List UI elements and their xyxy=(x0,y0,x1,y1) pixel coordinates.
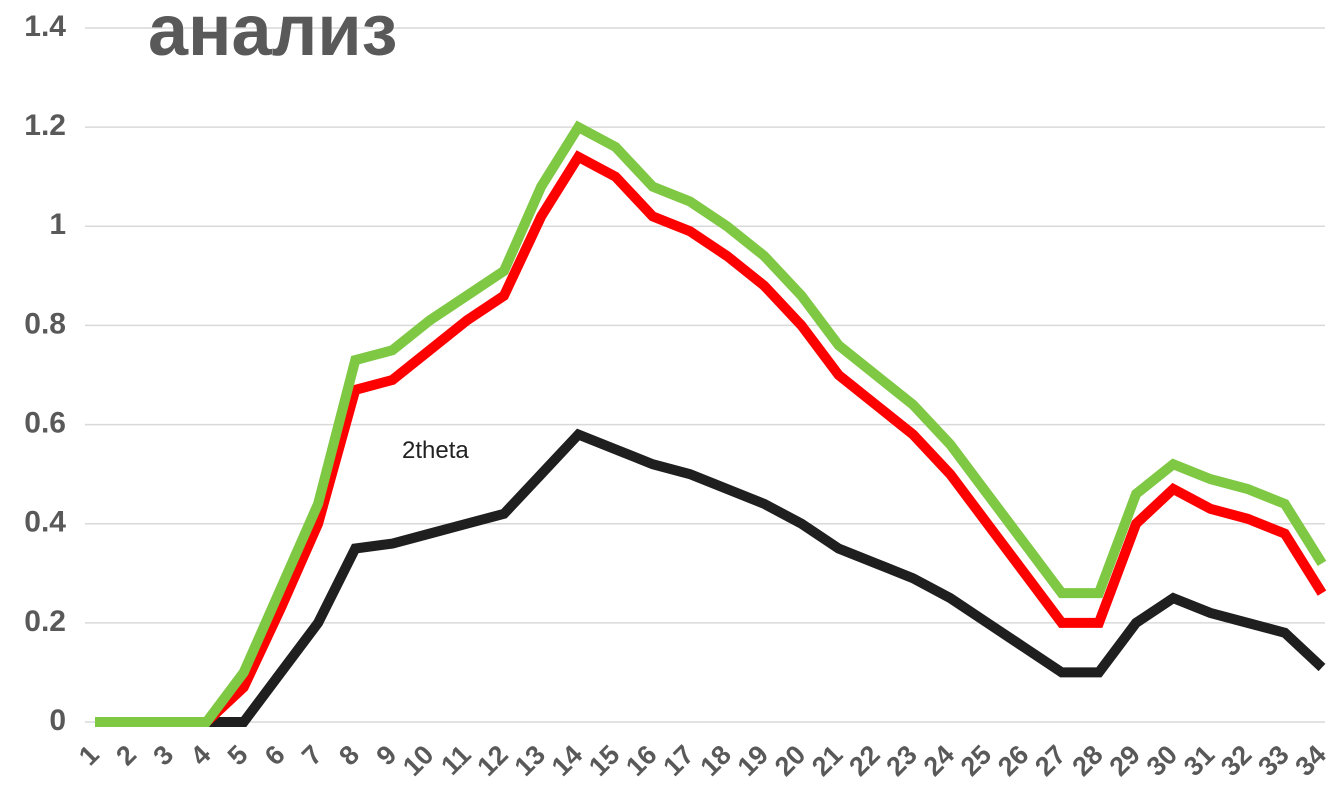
y-tick-label: 0 xyxy=(49,704,66,737)
x-tick-label: 5 xyxy=(222,739,254,771)
y-tick-label: 0.8 xyxy=(24,307,66,340)
y-tick-label: 0.4 xyxy=(24,506,66,539)
annotation: 2theta xyxy=(402,437,469,464)
x-tick-label: 10 xyxy=(397,739,439,781)
x-tick-label: 11 xyxy=(435,739,476,780)
x-tick-label: 9 xyxy=(371,739,403,771)
y-tick-label: 1.4 xyxy=(24,10,66,43)
line-series xyxy=(95,120,1327,727)
x-tick-label: 6 xyxy=(259,739,291,771)
x-tick-label: 2 xyxy=(110,739,142,771)
y-tick-label: 0.6 xyxy=(24,406,66,439)
line-series xyxy=(95,428,1326,727)
x-tick-label: 1 xyxy=(73,739,105,771)
chart-title: анализ xyxy=(148,0,397,71)
line-series xyxy=(95,150,1327,727)
x-tick-label: 7 xyxy=(296,739,328,771)
x-tick-label: 8 xyxy=(333,739,365,771)
y-tick-label: 1 xyxy=(49,208,66,241)
y-tick-label: 1.2 xyxy=(24,109,66,142)
y-tick-label: 0.2 xyxy=(24,605,66,638)
x-tick-label: 3 xyxy=(147,739,179,771)
x-tick-label: 34 xyxy=(1289,739,1331,781)
x-tick-label: 4 xyxy=(185,739,217,771)
